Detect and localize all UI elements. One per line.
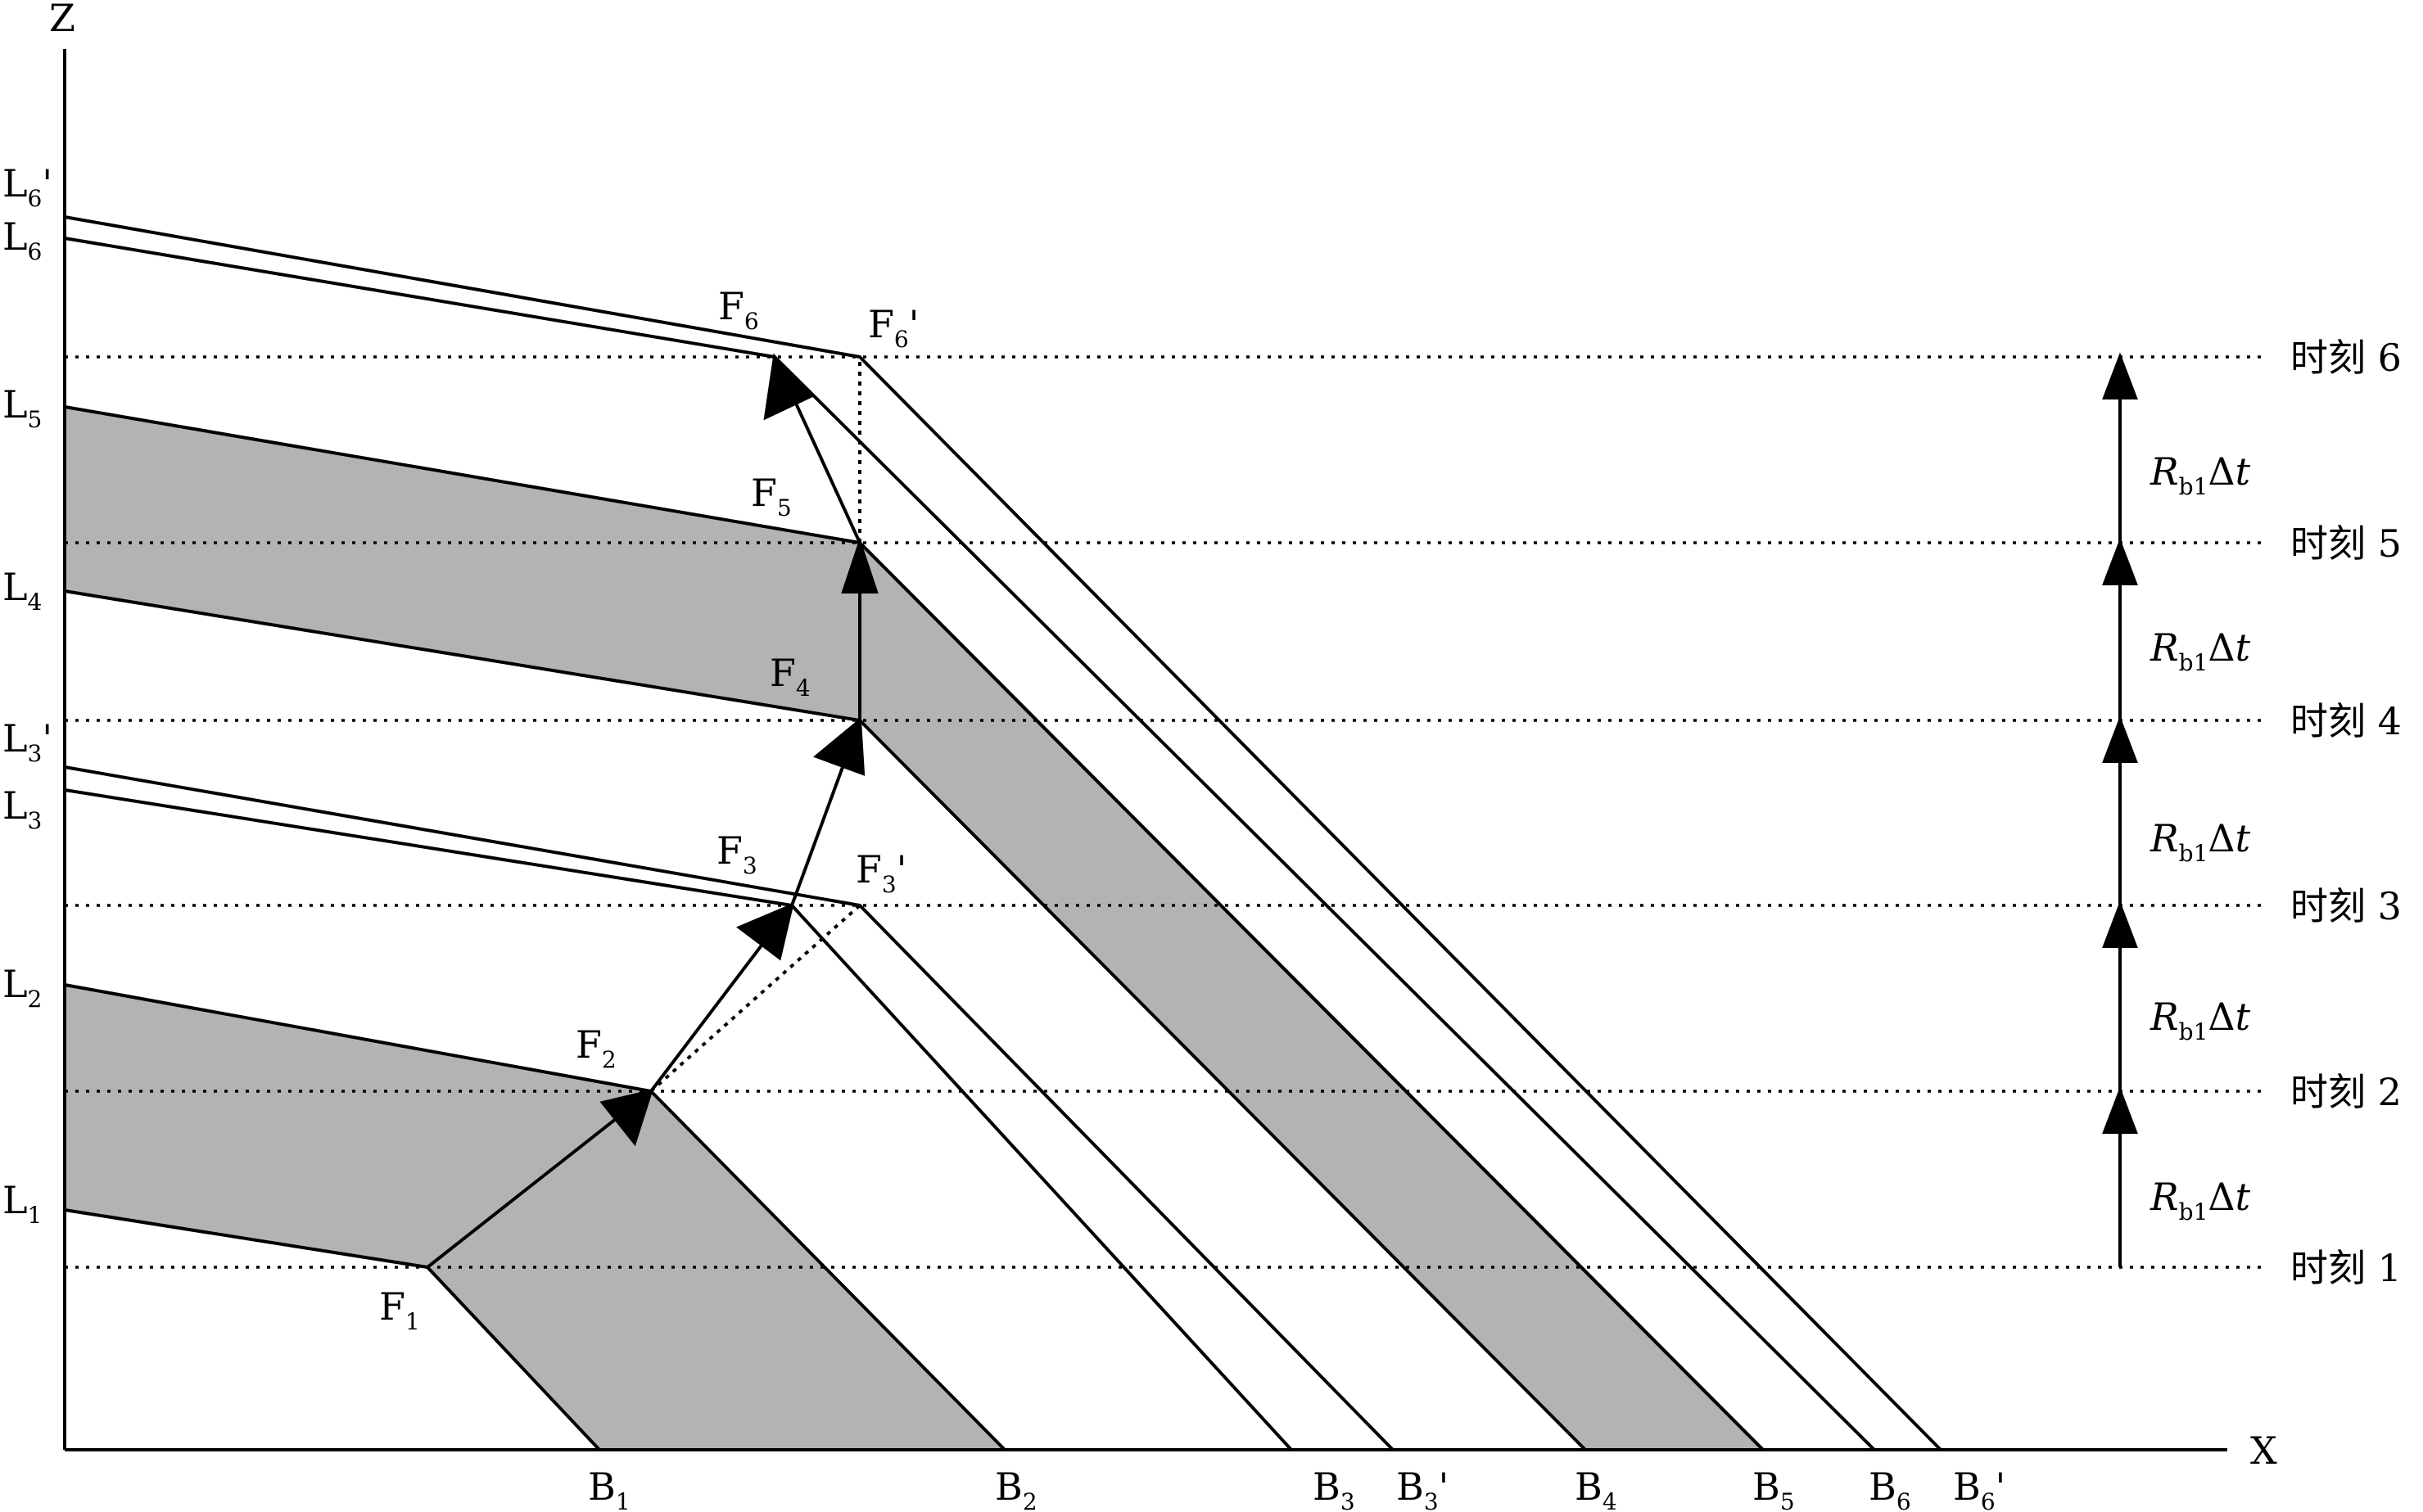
layer-line-5-lower [858,541,1765,1451]
time-label-3: 时刻 3 [2290,884,2402,928]
time-label-5: 时刻 5 [2290,521,2402,566]
arrowhead-f3-f4 [813,716,866,776]
label-f6: F6 [718,284,759,335]
arrow-f1-f2 [426,1090,653,1269]
layer-line-6-prime [64,215,1942,1451]
label-l5: L5 [2,382,42,433]
time-label-2: 时刻 2 [2290,1070,2402,1114]
label-b3: B3 [1313,1465,1355,1512]
arrowhead-f2-f3 [736,902,794,961]
arrowhead-f5-f6 [763,353,814,421]
axes [63,49,2227,1451]
label-f4: F4 [770,651,811,702]
label-l2: L2 [2,962,42,1013]
label-b5: B5 [1752,1465,1795,1512]
layer-line-3-prime [64,765,1395,1451]
label-f5: F5 [751,471,792,521]
migration-arrows [426,353,879,1269]
arrowhead-f4-f5 [841,537,879,594]
label-l6: L6 [2,214,42,265]
rate-arrowhead-5 [2102,538,2138,585]
shaded-band-lower [63,982,1009,1451]
x-axis-label: X [2250,1429,2277,1473]
rate-arrowhead-4 [2102,715,2138,763]
label-b6: B6 [1869,1465,1911,1512]
label-b6-prime: B6' [1953,1465,2005,1512]
label-b2: B2 [995,1465,1037,1512]
label-b4: B4 [1575,1465,1617,1512]
label-l1: L1 [2,1178,42,1229]
rate-label-4: Rb1Δt [2150,625,2251,676]
label-f1: F1 [379,1284,420,1335]
rate-labels: Rb1Δt Rb1Δt Rb1Δt Rb1Δt Rb1Δt [2150,449,2251,1225]
rate-arrowhead-2 [2102,1086,2138,1134]
label-l3-prime: L3' [2,716,52,767]
label-b1: B1 [588,1465,631,1512]
time-label-1: 时刻 1 [2290,1246,2402,1290]
rate-label-3: Rb1Δt [2150,816,2251,867]
rate-arrows [2102,352,2138,1267]
label-l4: L4 [2,565,42,616]
label-b3-prime: B3' [1396,1465,1449,1512]
label-f6-prime: F6' [868,302,919,353]
construction-lines [649,357,861,1093]
shaded-band-upper [63,404,1767,1451]
bottom-labels: B1 B2 B3 B3' B4 B5 B6 B6' [588,1465,2005,1512]
label-f3: F3 [717,828,757,879]
rate-label-1: Rb1Δt [2150,1175,2251,1225]
label-l3: L3 [2,783,42,834]
rate-arrowhead-6 [2102,352,2138,399]
label-l6-prime: L6' [2,161,52,212]
time-labels: 时刻 1 时刻 2 时刻 3 时刻 4 时刻 5 时刻 6 [2290,336,2402,1290]
arrowhead-f1-f2 [599,1089,653,1147]
time-label-6: 时刻 6 [2290,336,2402,380]
label-f3-prime: F3' [856,847,906,898]
left-labels: L6' L6 L5 L4 L3' L3 L2 L1 [2,161,52,1229]
z-axis-label: Z [49,0,75,40]
rate-label-2: Rb1Δt [2150,995,2251,1045]
time-label-4: 时刻 4 [2290,699,2402,743]
point-labels: F1 F2 F3 F3' F4 F5 F6 F6' [379,284,919,1335]
shaded-bands [63,404,1767,1451]
label-f2: F2 [576,1022,617,1073]
rate-arrowhead-3 [2102,900,2138,948]
dotted-f2-f3prime [649,904,861,1093]
rate-label-5: Rb1Δt [2150,449,2251,500]
